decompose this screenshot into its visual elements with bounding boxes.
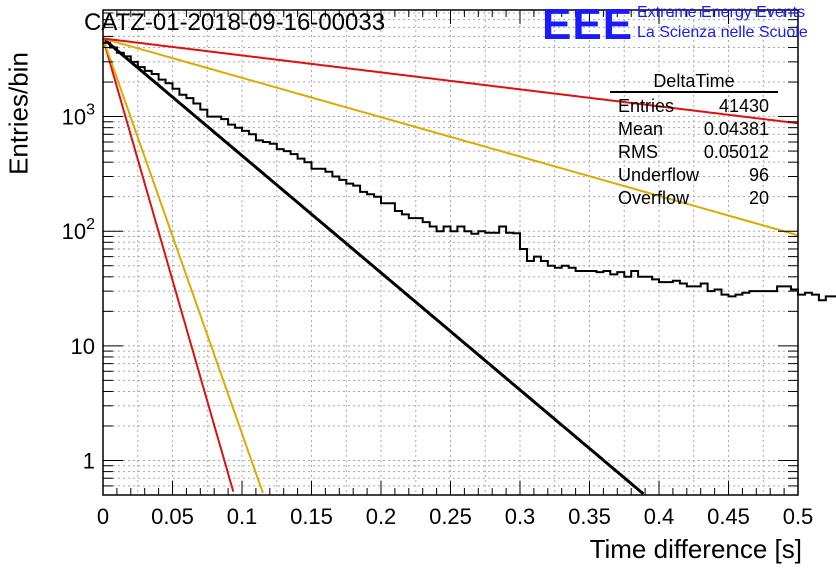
stats-value: 0.05012 [703, 142, 769, 162]
stats-box: DeltaTime Entries 41430 Mean 0.04381 RMS… [610, 70, 778, 210]
fit-curve [102, 37, 799, 125]
x-axis-ticks: 0 0.05 0.1 0.15 0.2 0.25 0.3 0.35 0.4 0.45 0.5 [97, 10, 813, 529]
fit-curve [102, 37, 645, 496]
y-tick-label: 103 [62, 102, 95, 130]
x-tick-label: 0.3 [505, 504, 536, 529]
fit-curve [102, 38, 264, 494]
grid-lines [103, 10, 798, 496]
x-tick-label: 0.45 [707, 504, 750, 529]
stats-row: Overflow 20 [610, 187, 778, 210]
stats-value: 41430 [718, 96, 769, 116]
x-tick-label: 0.15 [290, 504, 333, 529]
x-tick-label: 0.5 [783, 504, 814, 529]
x-tick-label: 0.2 [366, 504, 397, 529]
stats-row: RMS 0.05012 [610, 141, 778, 164]
fit-curve [102, 38, 235, 492]
stats-row: Entries 41430 [610, 95, 778, 118]
x-tick-label: 0 [97, 504, 109, 529]
histogram-line [103, 41, 836, 302]
stats-value: 0.04381 [703, 119, 769, 139]
x-tick-label: 0.35 [568, 504, 611, 529]
y-tick-label: 10 [71, 334, 95, 359]
stats-label: Overflow [618, 188, 690, 208]
x-tick-label: 0.05 [151, 504, 194, 529]
x-tick-label: 0.1 [227, 504, 258, 529]
logo-subtitle-2: La Scienza nelle Scuole [637, 24, 808, 41]
stats-label: RMS [618, 142, 658, 162]
x-tick-label: 0.25 [429, 504, 472, 529]
y-tick-label: 1 [83, 448, 95, 473]
y-tick-label: 102 [62, 216, 95, 244]
stats-title: DeltaTime [610, 70, 778, 93]
logo-subtitle-1: Extreme Energy Events [637, 4, 806, 21]
eee-logo: EEE [542, 0, 634, 49]
x-axis-label: Time difference [s] [589, 534, 802, 564]
stats-label: Mean [618, 119, 664, 139]
stats-label: Underflow [618, 165, 700, 185]
fit-curves [102, 37, 799, 496]
plot-title: CATZ-01-2018-09-16-00033 [84, 9, 386, 36]
x-tick-label: 0.4 [644, 504, 675, 529]
fit-curve [102, 37, 799, 237]
stats-label: Entries [618, 96, 675, 116]
stats-value: 96 [748, 165, 769, 185]
y-axis-ticks: 1 10 102 103 [62, 12, 798, 496]
stats-value: 20 [748, 188, 769, 208]
y-axis-label: Entries/bin [3, 52, 34, 175]
stats-row: Underflow 96 [610, 164, 778, 187]
stats-row: Mean 0.04381 [610, 118, 778, 141]
